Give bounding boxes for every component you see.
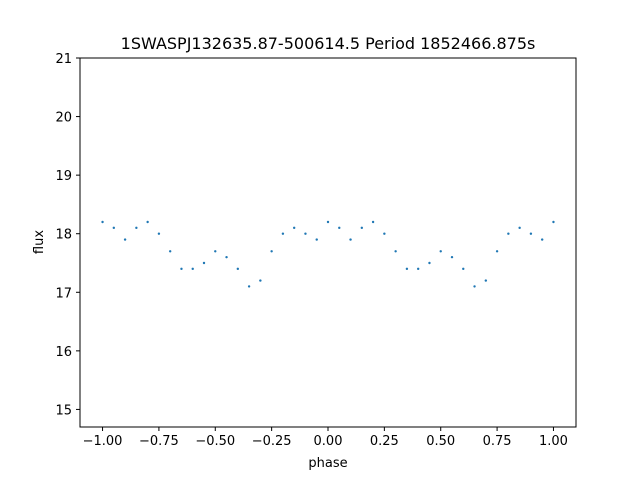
y-tick-label: 18 <box>55 228 72 243</box>
y-tick-label: 21 <box>55 52 72 67</box>
data-point <box>168 250 172 253</box>
data-point <box>450 255 454 259</box>
data-point <box>383 232 386 235</box>
data-point <box>101 220 104 224</box>
data-point <box>484 279 488 282</box>
data-point <box>552 220 555 224</box>
data-point <box>112 226 116 230</box>
data-point <box>135 226 138 230</box>
data-point <box>507 232 510 235</box>
data-point <box>270 250 273 253</box>
x-tick-label: 0.00 <box>314 434 343 449</box>
data-point <box>529 232 533 235</box>
y-tick-label: 17 <box>55 286 72 301</box>
data-point <box>236 267 240 271</box>
data-point <box>338 226 341 230</box>
x-tick-label: −0.25 <box>252 434 292 449</box>
data-point <box>540 238 544 241</box>
x-tick-label: −0.75 <box>139 434 179 449</box>
chart-title: 1SWASPJ132635.87-500614.5 Period 1852466… <box>121 34 536 53</box>
y-axis-title: flux <box>32 230 47 254</box>
data-point <box>281 232 285 235</box>
data-point <box>405 267 409 271</box>
y-tick-label: 19 <box>55 169 72 184</box>
x-tick-label: 0.50 <box>426 434 455 449</box>
data-point <box>518 226 521 230</box>
data-point <box>394 250 397 253</box>
data-point <box>371 220 375 224</box>
data-point <box>304 232 307 235</box>
data-point <box>360 226 364 230</box>
data-point <box>495 250 499 253</box>
data-points <box>101 220 555 288</box>
data-point <box>146 220 149 224</box>
data-point <box>123 238 127 241</box>
data-point <box>462 267 465 271</box>
y-tick-label: 16 <box>55 345 72 360</box>
y-tick-label: 20 <box>55 111 72 126</box>
x-tick-label: 1.00 <box>539 434 568 449</box>
data-point <box>259 279 262 282</box>
data-point <box>416 267 420 271</box>
data-point <box>326 220 330 224</box>
data-point <box>349 238 352 241</box>
data-point <box>247 285 251 288</box>
y-tick-label: 15 <box>55 403 72 418</box>
x-tick-label: −1.00 <box>83 434 123 449</box>
data-point <box>214 250 217 253</box>
data-point <box>180 267 183 271</box>
x-tick-label: 0.75 <box>483 434 512 449</box>
data-point <box>292 226 296 230</box>
data-point <box>157 232 161 235</box>
data-point <box>191 267 194 271</box>
data-point <box>315 238 318 241</box>
x-tick-label: 0.25 <box>370 434 399 449</box>
y-axis: 15 16 17 18 19 20 21 <box>55 52 80 418</box>
x-axis: −1.00 −0.75 −0.50 −0.25 0.00 0.25 0.50 0.75 1.00 <box>83 427 568 449</box>
data-point <box>473 285 476 288</box>
x-tick-label: −0.50 <box>195 434 235 449</box>
data-point <box>202 261 206 265</box>
data-point <box>439 250 442 253</box>
x-axis-title: phase <box>308 456 347 471</box>
data-point <box>428 261 431 265</box>
data-point <box>225 255 228 259</box>
